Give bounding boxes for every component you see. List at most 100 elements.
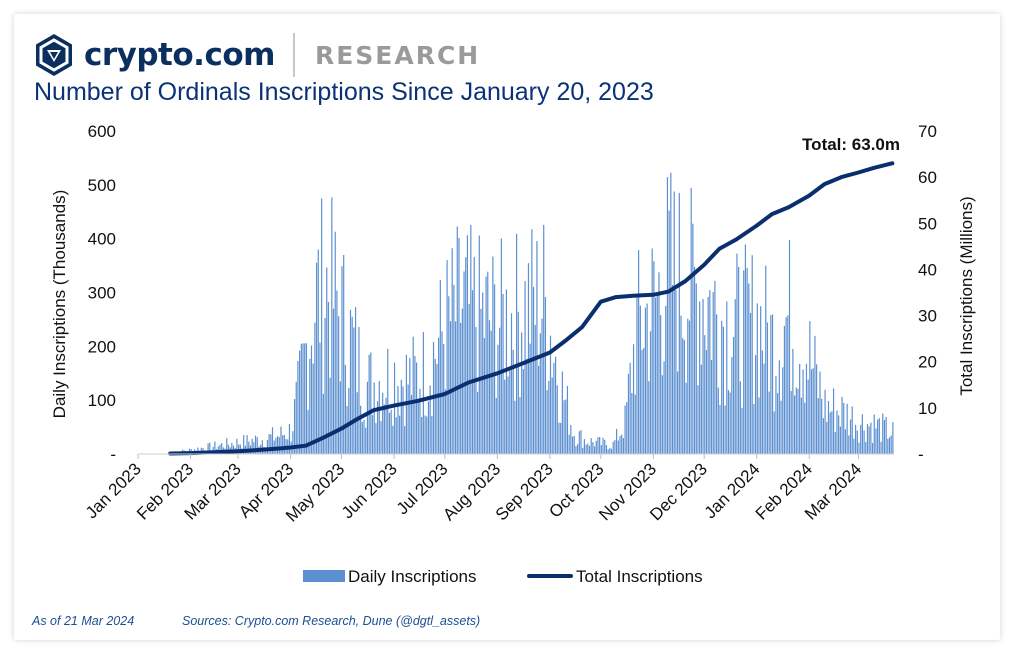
daily-bar	[480, 308, 482, 454]
daily-bar	[875, 428, 877, 454]
daily-bar	[358, 326, 360, 454]
daily-bar	[336, 290, 338, 454]
daily-bar	[500, 238, 502, 454]
crypto-com-logo-icon	[36, 34, 72, 76]
daily-bar	[534, 325, 536, 454]
daily-bar	[385, 397, 387, 454]
daily-bar	[626, 402, 628, 454]
daily-bar	[660, 314, 662, 454]
daily-bar	[785, 317, 787, 454]
daily-bar	[609, 447, 611, 454]
daily-bar	[649, 331, 652, 454]
daily-bar	[304, 343, 306, 454]
daily-bar	[797, 388, 799, 454]
daily-bar	[307, 409, 309, 454]
daily-bar	[614, 439, 616, 454]
daily-bar	[665, 305, 667, 454]
daily-bar	[516, 233, 518, 454]
daily-bar	[629, 362, 631, 454]
daily-bar	[634, 394, 636, 454]
y2-tick-label: 30	[918, 307, 937, 326]
daily-bar	[343, 254, 345, 454]
daily-bar	[744, 244, 747, 454]
daily-bar	[551, 377, 553, 454]
daily-bar	[324, 318, 326, 454]
daily-bar	[532, 286, 535, 454]
y-tick-label: -	[110, 445, 116, 464]
daily-bar	[843, 402, 845, 454]
y2-tick-label: 50	[918, 214, 937, 233]
daily-bar	[758, 397, 760, 454]
daily-bar	[727, 390, 730, 454]
daily-bar	[409, 358, 411, 454]
daily-bar	[787, 315, 789, 454]
daily-bar	[227, 444, 230, 454]
daily-bar	[295, 381, 297, 454]
daily-bar	[536, 241, 538, 454]
daily-bar	[849, 419, 852, 454]
daily-bar	[302, 343, 304, 454]
daily-bar	[315, 262, 318, 454]
daily-bar	[251, 438, 253, 454]
daily-bar	[768, 391, 770, 454]
daily-bar	[692, 223, 694, 454]
daily-bar	[722, 326, 724, 454]
daily-bar	[348, 388, 350, 454]
daily-bar	[541, 318, 543, 454]
daily-bar	[605, 445, 608, 454]
daily-bar	[855, 424, 857, 454]
daily-bar	[648, 381, 650, 454]
daily-bar	[568, 434, 570, 454]
legend-label-total: Total Inscriptions	[576, 567, 703, 586]
daily-bar	[746, 267, 748, 454]
daily-bar	[743, 270, 745, 454]
daily-bar	[778, 360, 780, 454]
daily-bar	[466, 235, 469, 454]
daily-bar	[356, 392, 358, 454]
y-tick-label: 400	[88, 230, 116, 249]
daily-bar	[677, 371, 679, 454]
daily-bar	[817, 398, 819, 454]
daily-bar	[644, 307, 647, 454]
daily-bar	[805, 363, 808, 454]
daily-bar	[661, 375, 663, 454]
daily-bar	[522, 369, 524, 454]
daily-bar	[566, 385, 569, 454]
daily-bar	[354, 307, 357, 454]
daily-bar	[388, 412, 391, 454]
daily-bar	[710, 359, 713, 454]
daily-bar	[338, 316, 340, 454]
daily-bar	[392, 425, 394, 454]
daily-bar	[314, 322, 316, 454]
daily-bar	[197, 447, 199, 454]
daily-bar	[554, 356, 557, 454]
daily-bar	[807, 379, 809, 454]
daily-bar	[248, 441, 250, 454]
daily-bar	[546, 390, 548, 454]
daily-bar	[439, 279, 441, 454]
daily-bar	[800, 397, 802, 454]
daily-bar	[383, 404, 385, 454]
daily-bar	[810, 369, 813, 454]
daily-bar	[565, 399, 567, 454]
daily-bar	[751, 255, 753, 454]
daily-bar	[700, 364, 702, 454]
daily-bar	[549, 335, 552, 454]
daily-bar	[305, 343, 307, 454]
daily-bar	[471, 290, 474, 454]
y-axis-label: Daily Inscriptions (Thousands)	[50, 190, 69, 419]
daily-bar	[493, 284, 496, 454]
daily-bar	[760, 306, 762, 454]
daily-bar	[655, 297, 657, 454]
y2-tick-label: 20	[918, 353, 937, 372]
daily-bar	[590, 438, 592, 454]
daily-bar	[783, 325, 786, 454]
daily-bar	[278, 437, 280, 454]
daily-bar	[678, 192, 680, 455]
daily-bar	[866, 424, 869, 454]
daily-bar	[521, 332, 523, 454]
daily-bar	[275, 437, 277, 454]
daily-bar	[607, 449, 609, 454]
daily-bar	[207, 443, 209, 454]
daily-bar	[683, 340, 685, 454]
